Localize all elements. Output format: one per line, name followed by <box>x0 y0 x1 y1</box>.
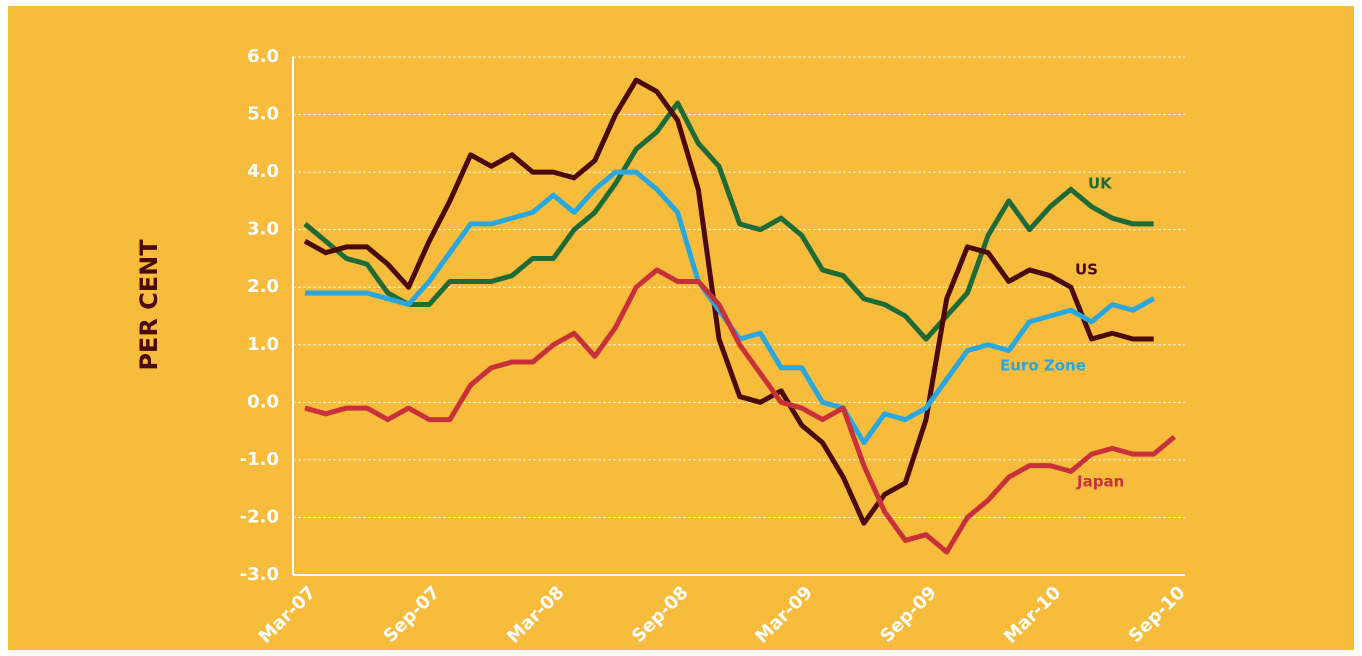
series-line <box>303 77 1154 526</box>
y-tick-label: 3.0 <box>247 219 279 240</box>
y-tick-label: -2.0 <box>240 506 279 527</box>
series-line <box>304 267 1177 555</box>
series-label: Euro Zone <box>1000 357 1086 375</box>
y-tick-label: 5.0 <box>247 104 279 125</box>
y-axis-label: PER CENT <box>135 239 163 371</box>
y-tick-label: 0.0 <box>247 391 279 412</box>
series-label: Japan <box>1076 473 1124 491</box>
y-tick-label: -1.0 <box>240 449 279 470</box>
y-tick-label: 2.0 <box>247 276 279 297</box>
y-tick-label: -3.0 <box>240 564 279 585</box>
y-tick-label: 6.0 <box>247 46 279 67</box>
y-tick-label: 4.0 <box>247 161 279 182</box>
series-line <box>303 100 1154 342</box>
series-label: UK <box>1088 175 1113 193</box>
series-label: US <box>1075 261 1098 279</box>
background <box>8 6 1354 650</box>
y-tick-label: 1.0 <box>247 334 279 355</box>
